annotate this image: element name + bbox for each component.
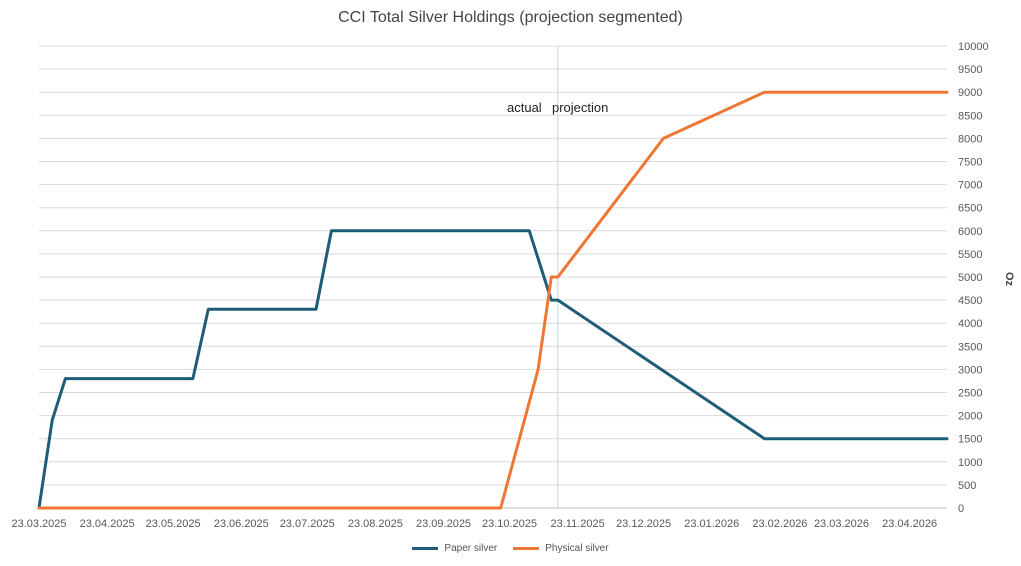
- legend-item-physical-silver: Physical silver: [513, 543, 609, 554]
- y-tick-label: 0: [958, 503, 964, 515]
- y-tick-label: 4500: [958, 295, 982, 307]
- y-axis-ticks: 0 500 1000 1500 2000 2500 3000 3500 4000 4500 5000…: [958, 41, 989, 515]
- actual-annotation: actual: [507, 100, 542, 115]
- x-tick-label: 23.08.2025: [348, 518, 403, 530]
- series-line-paper-silver: [37, 229, 949, 510]
- legend-label-paper-silver: Paper silver: [444, 543, 498, 554]
- series-layer: [37, 90, 949, 510]
- projection-annotation: projection: [552, 100, 609, 115]
- y-tick-label: 500: [958, 480, 976, 492]
- y-tick-label: 6500: [958, 203, 982, 215]
- chart-title: CCI Total Silver Holdings (projection se…: [338, 9, 683, 26]
- gridlines: [39, 45, 947, 509]
- y-tick-label: 9000: [958, 87, 982, 99]
- legend-swatch-paper-silver: [412, 547, 439, 550]
- y-tick-label: 5000: [958, 272, 982, 284]
- legend-item-paper-silver: Paper silver: [412, 543, 497, 554]
- y-tick-label: 3500: [958, 341, 982, 353]
- y-tick-label: 4000: [958, 318, 982, 330]
- x-tick-label: 23.11.2025: [551, 518, 605, 530]
- x-tick-label: 23.09.2025: [416, 518, 471, 530]
- x-tick-label: 23.10.2025: [482, 518, 537, 530]
- y-tick-label: 8000: [958, 133, 982, 145]
- y-tick-label: 7000: [958, 180, 982, 192]
- series-line-physical-silver: [37, 90, 949, 510]
- y-tick-label: 6000: [958, 226, 982, 238]
- x-tick-label: 23.05.2025: [146, 518, 201, 530]
- x-tick-label: 23.02.2026: [752, 518, 807, 530]
- y-tick-label: 2000: [958, 411, 982, 423]
- y-tick-label: 3000: [958, 364, 982, 376]
- y-tick-label: 1000: [958, 457, 982, 469]
- y-tick-label: 2500: [958, 388, 982, 400]
- x-tick-label: 23.03.2026: [814, 518, 869, 530]
- y-tick-label: 1500: [958, 434, 982, 446]
- x-tick-label: 23.01.2026: [684, 518, 739, 530]
- x-axis-ticks: 23.03.2025 23.04.2025 23.05.2025 23.06.2025…: [11, 518, 937, 530]
- y-axis-label: Oz: [1003, 272, 1015, 287]
- y-tick-label: 8500: [958, 110, 982, 122]
- legend: Paper silver Physical silver: [0, 543, 1021, 554]
- legend-swatch-physical-silver: [513, 547, 540, 550]
- y-tick-label: 7500: [958, 157, 982, 169]
- y-tick-label: 10000: [958, 41, 989, 53]
- x-tick-label: 23.06.2025: [214, 518, 269, 530]
- x-tick-label: 23.07.2025: [280, 518, 335, 530]
- x-tick-label: 23.04.2026: [882, 518, 937, 530]
- legend-label-physical-silver: Physical silver: [545, 543, 609, 554]
- x-tick-label: 23.12.2025: [616, 518, 671, 530]
- x-tick-label: 23.03.2025: [11, 518, 66, 530]
- y-tick-label: 9500: [958, 64, 982, 76]
- y-tick-label: 5500: [958, 249, 982, 261]
- x-tick-label: 23.04.2025: [80, 518, 135, 530]
